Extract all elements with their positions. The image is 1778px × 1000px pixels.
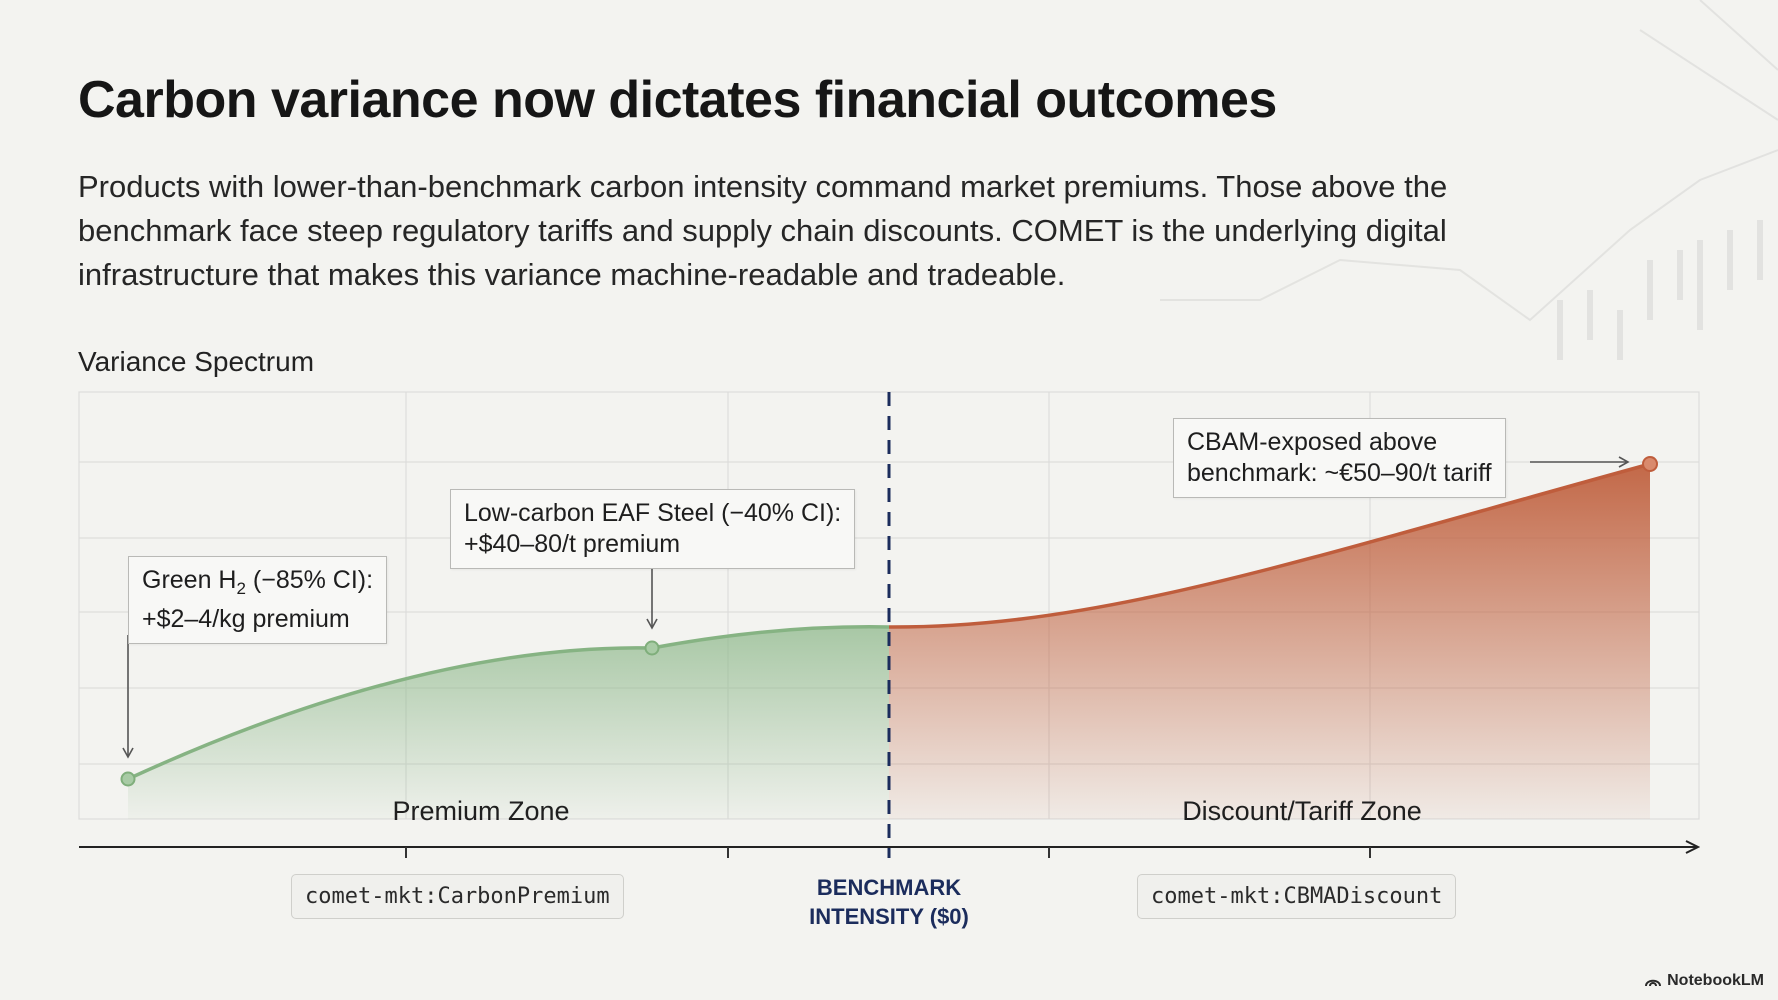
cbam-callout: CBAM-exposed above benchmark: ~€50–90/t … (1173, 418, 1506, 498)
discount-zone-label: Discount/Tariff Zone (1182, 796, 1422, 826)
premium-zone-label: Premium Zone (392, 796, 570, 826)
notebooklm-brand: NotebookLM (1645, 972, 1764, 990)
cbam-label: CBAM-exposed above (1187, 428, 1438, 456)
green-h2-premium: +$2–4/kg premium (142, 605, 350, 633)
green-h2-subscript: 2 (236, 579, 246, 598)
benchmark-label-line1: BENCHMARK (816, 875, 962, 900)
discount-area (889, 464, 1650, 819)
green-h2-callout: Green H2 (−85% CI): +$2–4/kg premium (128, 556, 388, 644)
variance-spectrum-label: Variance Spectrum (78, 346, 315, 377)
eaf-steel-callout: Low-carbon EAF Steel (−40% CI): +$40–80/… (450, 489, 856, 569)
cbam-point (1642, 456, 1658, 472)
notebooklm-logo-icon (1645, 979, 1662, 987)
green-h2-ci: (−85% CI): (245, 566, 374, 594)
eaf-steel-premium: +$40–80/t premium (464, 530, 681, 558)
x-axis-ticks (405, 847, 1371, 858)
eaf-steel-point (644, 640, 660, 656)
brand-name: NotebookLM (1667, 972, 1764, 989)
green-h2-label: Green H (142, 566, 237, 594)
cbam-tariff: benchmark: ~€50–90/t tariff (1187, 459, 1492, 487)
carbon-premium-code: comet-mkt:CarbonPremium (291, 874, 624, 919)
background-decoration (1160, 0, 1778, 360)
slide-title: Carbon variance now dictates financial o… (78, 71, 1277, 129)
premium-curve (127, 625, 890, 781)
cbma-discount-code: comet-mkt:CBMADiscount (1137, 874, 1457, 919)
discount-curve (888, 462, 1651, 629)
premium-area (128, 626, 889, 819)
slide-subtitle: Products with lower-than-benchmark carbo… (78, 169, 1448, 292)
eaf-steel-label: Low-carbon EAF Steel (−40% CI): (464, 499, 842, 527)
benchmark-label: BENCHMARK INTENSITY ($0) (809, 873, 969, 931)
benchmark-label-line2: INTENSITY ($0) (809, 904, 969, 929)
green-h2-point (120, 771, 136, 787)
